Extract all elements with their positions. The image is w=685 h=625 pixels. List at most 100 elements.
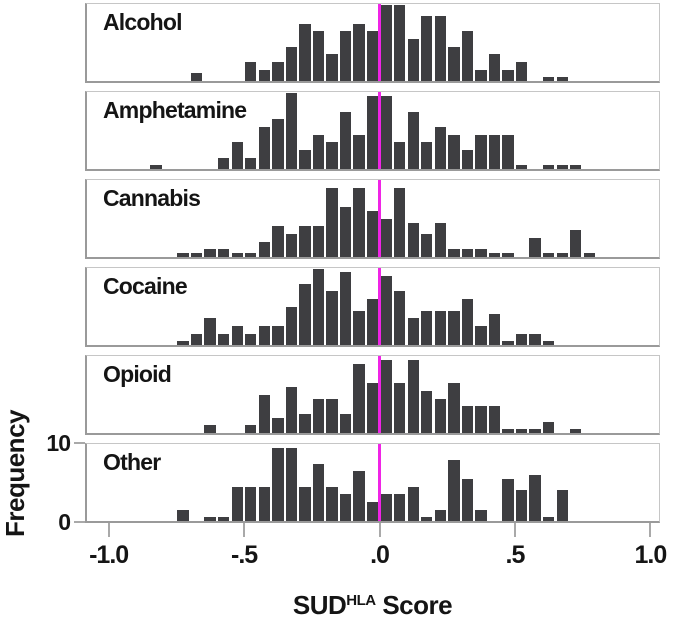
histogram-bar [407, 360, 419, 433]
panel-alcohol: Alcohol [85, 3, 660, 83]
histogram-bar [394, 188, 406, 257]
histogram-bar [272, 325, 284, 345]
histogram-bar [380, 218, 392, 257]
histogram-bar [434, 398, 447, 433]
histogram-bar [488, 406, 501, 433]
histogram-bar [394, 4, 406, 81]
histogram-bar [488, 54, 501, 81]
x-axis-tick [649, 523, 652, 537]
histogram-bar [434, 126, 447, 169]
histogram-bar [258, 241, 270, 257]
histogram-bar [272, 61, 284, 81]
histogram-bar [394, 494, 406, 521]
histogram-bar [258, 486, 270, 521]
histogram-bar [339, 413, 352, 433]
histogram-bar [475, 325, 487, 345]
histogram-bar [448, 46, 460, 81]
histogram-bar [231, 486, 243, 521]
x-axis-title: SUDHLA Score [85, 590, 660, 621]
histogram-bar [502, 478, 514, 521]
histogram-bar [529, 429, 541, 433]
histogram-bar [218, 249, 230, 257]
histogram-bar [556, 253, 568, 257]
x-axis-tick-label: .5 [505, 541, 526, 569]
histogram-bar [299, 486, 311, 521]
histogram-bar [285, 387, 298, 433]
histogram-bar [475, 69, 487, 81]
histogram-bar [218, 333, 230, 345]
histogram-bar [299, 23, 311, 81]
histogram-bar [475, 406, 487, 433]
histogram-bar [218, 517, 230, 521]
reference-line [378, 444, 382, 521]
panel-opioid: Opioid [85, 355, 660, 435]
histogram-bar [502, 341, 514, 345]
histogram-bar [353, 471, 365, 521]
histogram-bar [380, 360, 392, 433]
panel-cocaine: Cocaine [85, 267, 660, 347]
y-axis-tick-label-10: 10 [46, 430, 71, 456]
histogram-bar [529, 237, 541, 257]
histogram-bar [380, 494, 392, 521]
histogram-bar [421, 310, 433, 345]
histogram-bar [461, 149, 474, 169]
histogram-bar [353, 23, 365, 81]
histogram-bar [583, 253, 595, 257]
histogram-bar [380, 4, 392, 81]
y-axis-tick-0 [74, 521, 85, 523]
histogram-bar [231, 253, 243, 257]
histogram-bar [543, 517, 555, 521]
histogram-bar [543, 77, 555, 81]
histogram-bar [204, 318, 216, 345]
histogram-bar [366, 501, 379, 521]
histogram-bar [515, 333, 528, 345]
histogram-bar [312, 398, 325, 433]
histogram-bar [448, 249, 460, 257]
histogram-bar [272, 417, 284, 433]
histogram-bar [448, 134, 460, 169]
x-axis-tick-label: .0 [370, 541, 390, 569]
histogram-bar [366, 383, 379, 433]
histogram-bar [529, 475, 541, 521]
histogram-bar [272, 226, 284, 257]
histogram-bar [312, 31, 325, 81]
histogram-bar [285, 234, 298, 257]
x-axis-tick-label: -1.0 [89, 541, 129, 569]
histogram-bar [461, 249, 474, 257]
histogram-bar [366, 31, 379, 81]
panel-label: Other [103, 449, 161, 475]
histogram-bar [245, 253, 257, 257]
histogram-bar [461, 478, 474, 521]
x-axis-title-main: SUD [292, 590, 347, 620]
histogram-bar [421, 142, 433, 169]
histogram-bar [190, 333, 203, 345]
histogram-bar [515, 490, 528, 521]
histogram-bar [285, 306, 298, 345]
histogram-bar [407, 486, 419, 521]
histogram-bar [448, 459, 460, 521]
panel-label: Opioid [103, 361, 172, 387]
histogram-bar [339, 31, 352, 81]
histogram-bar [231, 325, 243, 345]
histogram-bar [245, 61, 257, 81]
histogram-bar [366, 211, 379, 257]
histogram-bar [353, 364, 365, 433]
histogram-bar [461, 406, 474, 433]
histogram-bar [326, 291, 338, 345]
histogram-bar [285, 448, 298, 521]
histogram-bar [434, 222, 447, 257]
histogram-bar [177, 509, 189, 521]
reference-line [378, 4, 382, 81]
histogram-bar [299, 413, 311, 433]
histogram-bar [299, 226, 311, 257]
histogram-bar [421, 234, 433, 257]
histogram-bar [407, 111, 419, 169]
histogram-bar [312, 463, 325, 521]
histogram-bar [556, 490, 568, 521]
histogram-bar [353, 188, 365, 257]
x-axis-title-rest: Score [375, 590, 453, 620]
histogram-bar [366, 299, 379, 345]
histogram-bar [299, 283, 311, 345]
histogram-bar [434, 310, 447, 345]
histogram-bar [461, 299, 474, 345]
